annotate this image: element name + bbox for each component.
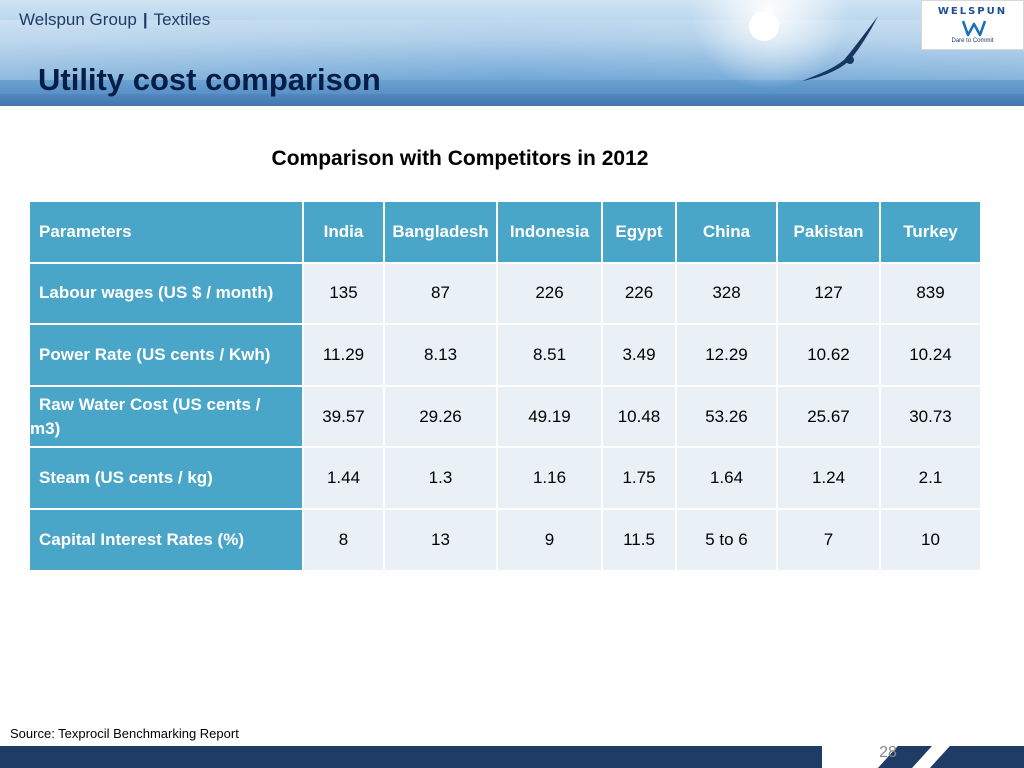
table-cell: 39.57 [302,384,385,449]
table-cell: 328 [675,261,778,326]
table-cell: 1.44 [302,446,385,510]
page-number: 28 [879,744,897,761]
sun-icon [749,11,779,41]
breadcrumb-company: Welspun Group [19,10,137,29]
row-label-steam: Steam (US cents / kg) [28,446,304,510]
footer-accent-shape [822,746,1024,768]
table-header-row: Parameters India Bangladesh Indonesia Eg… [28,200,982,264]
source-note: Source: Texprocil Benchmarking Report [10,726,239,741]
row-label-line: m3) [30,418,61,438]
table-cell: 1.64 [675,446,778,510]
comparison-table: Parameters India Bangladesh Indonesia Eg… [28,200,982,572]
row-label-capital-interest: Capital Interest Rates (%) [28,507,304,572]
breadcrumb-division: Textiles [153,10,211,29]
table-row: Steam (US cents / kg) 1.44 1.3 1.16 1.75… [28,446,982,510]
column-header-indonesia: Indonesia [496,200,603,264]
table-cell: 11.5 [601,507,677,572]
logo-wordmark: WELSPUN [937,6,1008,17]
table-row: Power Rate (US cents / Kwh) 11.29 8.13 8… [28,323,982,387]
table-cell: 1.3 [383,446,498,510]
row-label-power-rate: Power Rate (US cents / Kwh) [28,323,304,387]
table-cell: 8.13 [383,323,498,387]
table-cell: 7 [776,507,881,572]
table-caption: Comparison with Competitors in 2012 [271,147,649,170]
footer-bar [0,746,1024,768]
table-cell: 9 [496,507,603,572]
breadcrumb-separator: | [142,10,148,29]
table-row: Raw Water Cost (US cents / m3) 39.57 29.… [28,384,982,449]
column-header-turkey: Turkey [879,200,982,264]
logo-tagline: Dare to Commit [951,38,994,44]
table-cell: 11.29 [302,323,385,387]
table-cell: 839 [879,261,982,326]
table-cell: 1.16 [496,446,603,510]
table-cell: 5 to 6 [675,507,778,572]
table-row: Capital Interest Rates (%) 8 13 9 11.5 5… [28,507,982,572]
page-title: Utility cost comparison [38,62,381,97]
table-cell: 1.75 [601,446,677,510]
table-cell: 127 [776,261,881,326]
header-banner [0,0,1024,106]
table-cell: 25.67 [776,384,881,449]
table-cell: 53.26 [675,384,778,449]
table-cell: 29.26 [383,384,498,449]
table-cell: 2.1 [879,446,982,510]
table-cell: 87 [383,261,498,326]
banner-stripe [0,94,1024,106]
table-row: Labour wages (US $ / month) 135 87 226 2… [28,261,982,326]
table-cell: 226 [601,261,677,326]
row-label-raw-water-cost: Raw Water Cost (US cents / m3) [28,384,304,449]
table-cell: 13 [383,507,498,572]
column-header-china: China [675,200,778,264]
welspun-w-icon [962,20,986,37]
column-header-parameters: Parameters [28,200,304,264]
seagull-icon [802,16,878,81]
column-header-pakistan: Pakistan [776,200,881,264]
column-header-bangladesh: Bangladesh [383,200,498,264]
column-header-india: India [302,200,385,264]
table-cell: 49.19 [496,384,603,449]
table-cell: 8 [302,507,385,572]
row-label-labour-wages: Labour wages (US $ / month) [28,261,304,326]
column-header-egypt: Egypt [601,200,677,264]
table-cell: 10 [879,507,982,572]
table-cell: 8.51 [496,323,603,387]
table-cell: 226 [496,261,603,326]
company-logo: WELSPUN Dare to Commit [921,0,1024,50]
table-cell: 10.48 [601,384,677,449]
row-label-line: Raw Water Cost (US cents / [39,394,261,414]
table-cell: 1.24 [776,446,881,510]
table-cell: 3.49 [601,323,677,387]
table-cell: 30.73 [879,384,982,449]
table-cell: 135 [302,261,385,326]
table-cell: 10.62 [776,323,881,387]
table-cell: 10.24 [879,323,982,387]
breadcrumb: Welspun Group | Textiles [19,10,210,30]
table-cell: 12.29 [675,323,778,387]
